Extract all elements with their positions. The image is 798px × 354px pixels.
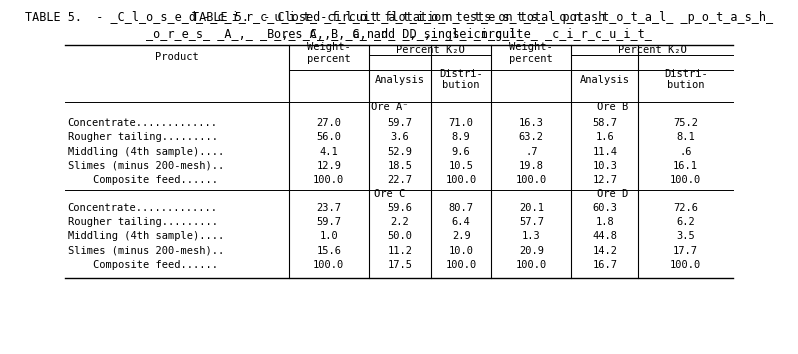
Text: 19.8: 19.8 — [519, 161, 543, 171]
Text: .7: .7 — [525, 147, 538, 156]
Text: 16.1: 16.1 — [674, 161, 698, 171]
Text: Weight-
percent: Weight- percent — [509, 42, 553, 64]
Text: ores A, B, C, and D, single circuit: ores A, B, C, and D, single circuit — [275, 28, 523, 41]
Text: 3.5: 3.5 — [677, 232, 695, 241]
Text: Percent K₂O: Percent K₂O — [396, 45, 464, 55]
Text: 1.0: 1.0 — [319, 232, 338, 241]
Text: 50.0: 50.0 — [388, 232, 413, 241]
Text: Rougher tailing.........: Rougher tailing......... — [68, 132, 218, 142]
Text: Composite feed......: Composite feed...... — [68, 260, 218, 270]
Text: Slimes (minus 200-mesh)..: Slimes (minus 200-mesh).. — [68, 246, 223, 256]
Text: 6.2: 6.2 — [677, 217, 695, 227]
Text: 22.7: 22.7 — [388, 175, 413, 185]
Text: ̲o̲r̲e̲s̲ ̲A̲,̲ ̲B̲,̲ ̲C̲,̲ ̲a̲n̲d̲ ̲D̲,̲ ̲s̲i̲n̲g̲l̲e̲ ̲c̲i̲r̲c̲u̲i̲t̲: ̲o̲r̲e̲s̲ ̲A̲,̲ ̲B̲,̲ ̲C̲,̲ ̲a̲n̲d̲ ̲D̲,… — [146, 28, 652, 41]
Text: 3.6: 3.6 — [391, 132, 409, 142]
Text: 100.0: 100.0 — [670, 175, 701, 185]
Text: 4.1: 4.1 — [319, 147, 338, 156]
Text: Middling (4th sample)....: Middling (4th sample).... — [68, 232, 223, 241]
Text: 59.6: 59.6 — [388, 203, 413, 213]
Text: TABLE 5.  - Closed-circuit flotation tests on total potash: TABLE 5. - Closed-circuit flotation test… — [192, 11, 606, 24]
Text: 15.6: 15.6 — [316, 246, 342, 256]
Text: 11.4: 11.4 — [592, 147, 618, 156]
Text: 8.9: 8.9 — [452, 132, 471, 142]
Text: 59.7: 59.7 — [316, 217, 342, 227]
Text: 72.6: 72.6 — [674, 203, 698, 213]
Text: 59.7: 59.7 — [388, 118, 413, 128]
Text: Distri-
bution: Distri- bution — [664, 69, 708, 91]
Text: 71.0: 71.0 — [448, 118, 474, 128]
Text: 6.4: 6.4 — [452, 217, 471, 227]
Text: Composite feed......: Composite feed...... — [68, 175, 218, 185]
Text: 12.7: 12.7 — [592, 175, 618, 185]
Text: Ore C: Ore C — [374, 189, 405, 199]
Text: 10.0: 10.0 — [448, 246, 474, 256]
Text: 10.5: 10.5 — [448, 161, 474, 171]
Text: 16.7: 16.7 — [592, 260, 618, 270]
Text: Percent K₂O: Percent K₂O — [618, 45, 686, 55]
Text: 63.2: 63.2 — [519, 132, 543, 142]
Text: 8.1: 8.1 — [677, 132, 695, 142]
Text: 1.8: 1.8 — [595, 217, 614, 227]
Text: 44.8: 44.8 — [592, 232, 618, 241]
Text: 52.9: 52.9 — [388, 147, 413, 156]
Text: 17.5: 17.5 — [388, 260, 413, 270]
Text: 80.7: 80.7 — [448, 203, 474, 213]
Text: Middling (4th sample)....: Middling (4th sample).... — [68, 147, 223, 156]
Text: Weight-
percent: Weight- percent — [307, 42, 350, 64]
Text: Slimes (minus 200-mesh)..: Slimes (minus 200-mesh).. — [68, 161, 223, 171]
Text: Ore D: Ore D — [597, 189, 628, 199]
Text: 100.0: 100.0 — [313, 175, 345, 185]
Text: 10.3: 10.3 — [592, 161, 618, 171]
Text: Ore A⁻: Ore A⁻ — [371, 102, 409, 112]
Text: 60.3: 60.3 — [592, 203, 618, 213]
Text: 1.3: 1.3 — [522, 232, 541, 241]
Text: 12.9: 12.9 — [316, 161, 342, 171]
Text: 57.7: 57.7 — [519, 217, 543, 227]
Text: 100.0: 100.0 — [670, 260, 701, 270]
Text: Product: Product — [155, 52, 199, 62]
Text: Distri-
bution: Distri- bution — [439, 69, 483, 91]
Text: 18.5: 18.5 — [388, 161, 413, 171]
Text: 2.9: 2.9 — [452, 232, 471, 241]
Text: 14.2: 14.2 — [592, 246, 618, 256]
Text: Analysis: Analysis — [580, 75, 630, 85]
Text: 100.0: 100.0 — [445, 175, 476, 185]
Text: 100.0: 100.0 — [445, 260, 476, 270]
Text: 58.7: 58.7 — [592, 118, 618, 128]
Text: 56.0: 56.0 — [316, 132, 342, 142]
Text: 20.9: 20.9 — [519, 246, 543, 256]
Text: 27.0: 27.0 — [316, 118, 342, 128]
Text: 23.7: 23.7 — [316, 203, 342, 213]
Text: 20.1: 20.1 — [519, 203, 543, 213]
Text: 16.3: 16.3 — [519, 118, 543, 128]
Text: 17.7: 17.7 — [674, 246, 698, 256]
Text: 1.6: 1.6 — [595, 132, 614, 142]
Text: 100.0: 100.0 — [313, 260, 345, 270]
Text: Analysis: Analysis — [375, 75, 425, 85]
Text: Concentrate.............: Concentrate............. — [68, 118, 218, 128]
Text: Concentrate.............: Concentrate............. — [68, 203, 218, 213]
Text: TABLE 5.  - ̲C̲l̲o̲s̲e̲d̲-̲c̲i̲r̲c̲u̲i̲t̲ ̲f̲l̲o̲t̲a̲t̲i̲o̲n̲ ̲t̲e̲s̲t̲s̲ ̲o̲n̲ : TABLE 5. - ̲C̲l̲o̲s̲e̲d̲-̲c̲i̲r̲c̲u̲i̲t̲… — [25, 11, 773, 24]
Text: 100.0: 100.0 — [516, 260, 547, 270]
Text: 75.2: 75.2 — [674, 118, 698, 128]
Text: 11.2: 11.2 — [388, 246, 413, 256]
Text: 100.0: 100.0 — [516, 175, 547, 185]
Text: 9.6: 9.6 — [452, 147, 471, 156]
Text: 2.2: 2.2 — [391, 217, 409, 227]
Text: Ore B: Ore B — [597, 102, 628, 112]
Text: Rougher tailing.........: Rougher tailing......... — [68, 217, 218, 227]
Text: .6: .6 — [679, 147, 692, 156]
